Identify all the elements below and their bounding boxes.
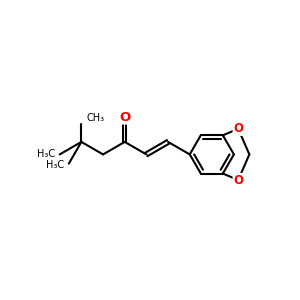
Text: H₃C: H₃C	[37, 149, 55, 159]
Text: CH₃: CH₃	[87, 113, 105, 123]
Text: O: O	[233, 122, 243, 135]
Text: O: O	[119, 111, 130, 124]
Text: H₃C: H₃C	[46, 160, 64, 170]
Text: O: O	[233, 173, 243, 187]
